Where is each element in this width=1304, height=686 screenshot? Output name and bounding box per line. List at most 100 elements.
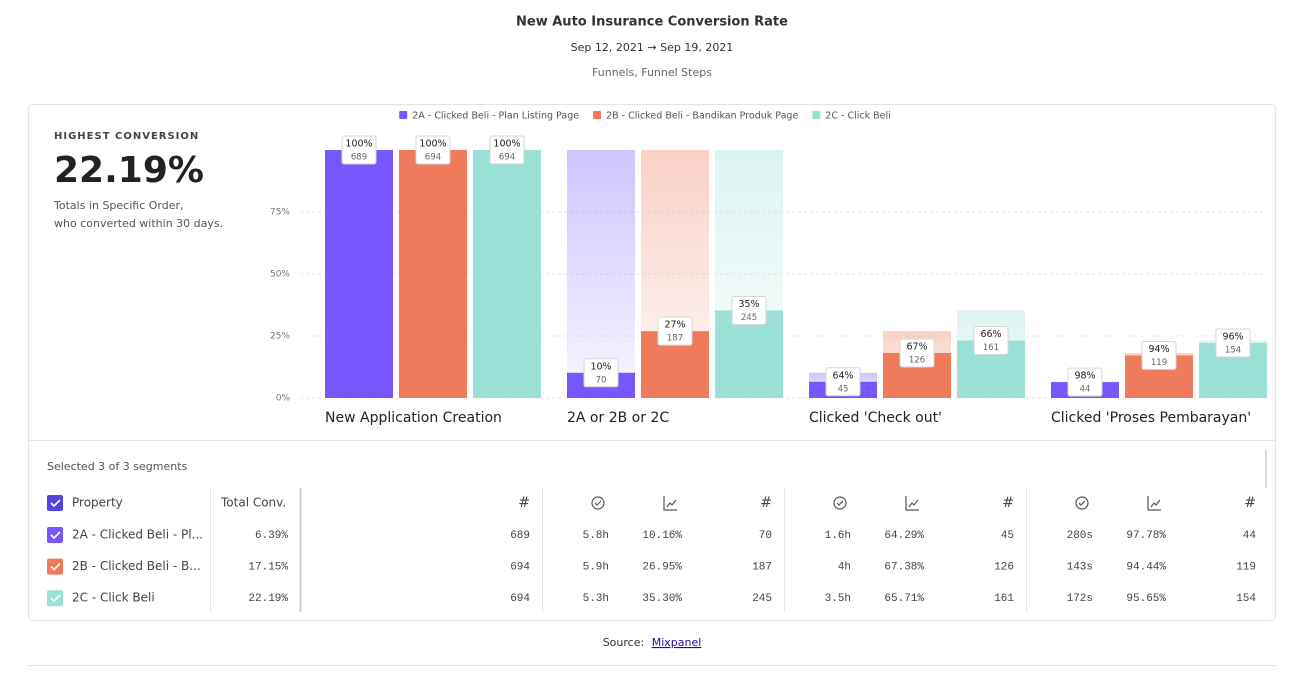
- summary-description: Totals in Specific Order,: [53, 199, 184, 212]
- segment-name: 2A - Clicked Beli - Pl...: [72, 528, 203, 542]
- x-tick-label: Clicked 'Check out': [809, 410, 942, 426]
- step-rate: 26.95%: [642, 562, 682, 574]
- selection-info: Selected 3 of 3 segments: [47, 460, 188, 473]
- count-label: 70: [596, 375, 607, 385]
- bar-label-box: [583, 358, 619, 388]
- legend-label: 2B - Clicked Beli - Bandikan Produk Page: [606, 111, 798, 122]
- report-subtitle: Funnels, Funnel Steps: [592, 66, 712, 79]
- y-tick-label: 25%: [270, 332, 290, 342]
- conversion-label: 64%: [832, 370, 853, 381]
- step-rate: 35.30%: [642, 593, 682, 605]
- bar-label-box: [825, 367, 861, 397]
- count-label: 689: [351, 153, 367, 163]
- segment-name: 2B - Clicked Beli - B...: [72, 559, 201, 573]
- step-time: 280s: [1067, 530, 1093, 542]
- step-rate: 97.78%: [1126, 530, 1166, 542]
- step-rate: 10.16%: [642, 530, 682, 542]
- column-header: #: [518, 495, 530, 511]
- time-icon: [1075, 496, 1089, 510]
- column-header: Total Conv.: [220, 496, 286, 510]
- count-label: 44: [1080, 385, 1091, 395]
- x-tick-label: Clicked 'Proses Pembarayan': [1051, 410, 1251, 426]
- legend: 2A - Clicked Beli - Plan Listing Page 2B …: [399, 111, 891, 122]
- step-time: 5.9h: [583, 562, 609, 574]
- total-conversion: 22.19%: [248, 593, 288, 605]
- bar-label-box: [1067, 367, 1103, 397]
- conversion-label: 100%: [419, 139, 446, 150]
- step-count: 689: [510, 530, 530, 542]
- conversion-label: 94%: [1148, 344, 1169, 355]
- conversion-label: 10%: [590, 361, 611, 372]
- segment-checkbox[interactable]: [47, 558, 63, 575]
- bar-label-box: [415, 135, 451, 165]
- conversion-label: 100%: [345, 139, 372, 150]
- time-icon-check: [1078, 500, 1086, 506]
- legend-swatch: [812, 111, 821, 119]
- legend-label: 2A - Clicked Beli - Plan Listing Page: [412, 111, 579, 122]
- count-label: 45: [838, 384, 849, 394]
- time-icon-check: [836, 500, 844, 506]
- check: [50, 563, 61, 571]
- summary-label: HIGHEST CONVERSION: [54, 131, 199, 142]
- step-count: 154: [1236, 593, 1256, 605]
- step-count: 70: [759, 530, 772, 542]
- step-time: 4h: [838, 562, 851, 574]
- y-tick-label: 0%: [276, 394, 291, 404]
- y-tick-label: 50%: [270, 270, 290, 280]
- step-count: 119: [1236, 562, 1256, 574]
- bar: [325, 150, 393, 398]
- segment-checkbox[interactable]: [47, 527, 63, 543]
- step-count: 161: [994, 593, 1014, 605]
- summary-description: who converted within 30 days.: [54, 217, 223, 230]
- source: Source: Mixpanel: [603, 636, 702, 649]
- segment-checkbox[interactable]: [47, 590, 63, 607]
- count-label: 126: [909, 355, 925, 365]
- count-label: 161: [983, 343, 999, 353]
- legend-swatch: [399, 111, 408, 119]
- step-time: 143s: [1067, 562, 1093, 574]
- date-range: Sep 12, 2021 → Sep 19, 2021: [571, 41, 734, 54]
- report-title: New Auto Insurance Conversion Rate: [516, 15, 788, 30]
- check: [50, 531, 61, 540]
- column-header: #: [1244, 495, 1256, 511]
- select-all-checkbox[interactable]: [47, 495, 63, 511]
- step-rate: 67.38%: [884, 562, 924, 574]
- bar-label-box: [489, 135, 525, 165]
- check: [50, 499, 61, 508]
- rate-icon: [663, 496, 677, 511]
- step-time: 172s: [1067, 593, 1093, 605]
- conversion-label: 66%: [980, 329, 1001, 340]
- segment-name: 2C - Click Beli: [72, 591, 155, 605]
- step-count: 245: [752, 593, 772, 605]
- bar-label-box: [1141, 340, 1177, 370]
- summary-value: 22.19%: [54, 150, 204, 191]
- count-label: 245: [741, 313, 757, 323]
- step-count: 694: [510, 562, 530, 574]
- step-count: 126: [994, 562, 1014, 574]
- bar: [399, 150, 467, 398]
- check: [50, 594, 61, 603]
- count-label: 154: [1225, 345, 1241, 355]
- rate-icon: [905, 496, 919, 511]
- legend-label: 2C - Click Beli: [825, 111, 890, 122]
- x-tick-label: 2A or 2B or 2C: [567, 410, 669, 426]
- column-header: #: [760, 495, 772, 511]
- step-time: 1.6h: [825, 530, 851, 542]
- conversion-label: 96%: [1222, 331, 1243, 342]
- previous-step-bar: [567, 150, 635, 398]
- bar-label-box: [1215, 328, 1251, 358]
- count-label: 187: [667, 334, 683, 344]
- total-conversion: 6.39%: [255, 530, 288, 542]
- bar: [473, 150, 541, 398]
- time-icon-check: [594, 500, 602, 506]
- total-conversion: 17.15%: [248, 562, 288, 574]
- x-tick-label: New Application Creation: [325, 410, 502, 426]
- step-time: 3.5h: [825, 593, 851, 605]
- source-link[interactable]: Mixpanel: [652, 636, 702, 649]
- count-label: 694: [425, 153, 441, 163]
- conversion-label: 35%: [738, 299, 759, 310]
- source-label: Source:: [603, 636, 645, 649]
- time-icon: [591, 496, 605, 510]
